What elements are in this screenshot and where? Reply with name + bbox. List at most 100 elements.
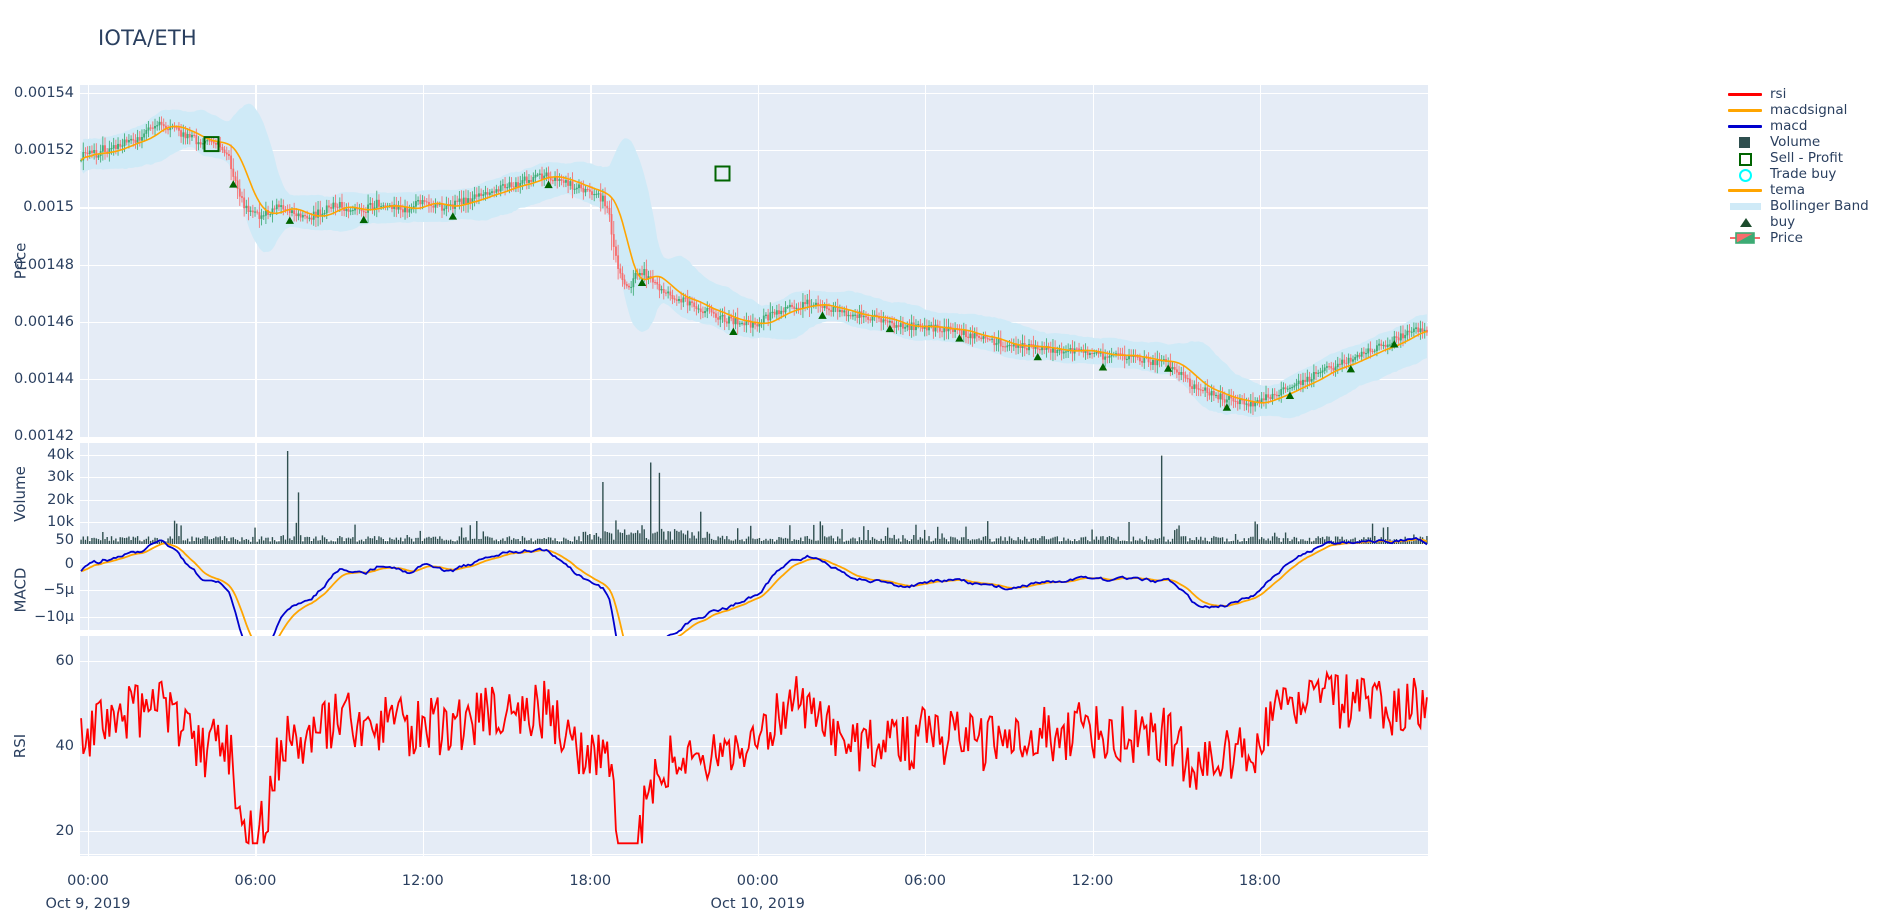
grid-line-horizontal <box>80 563 1428 565</box>
grid-line-vertical <box>1092 443 1094 544</box>
legend-item-tema[interactable]: tema <box>1727 182 1890 198</box>
y-tick-rsi: 20 <box>55 823 74 839</box>
macd-plot <box>80 537 1428 693</box>
grid-line-horizontal <box>80 746 1428 748</box>
sell-profit-markers[interactable] <box>203 136 731 182</box>
macdsignal-line <box>80 538 1428 675</box>
grid-line-vertical <box>590 443 592 544</box>
legend-item-buy[interactable]: buy <box>1727 214 1890 230</box>
axis-title-macd: MACD <box>10 567 29 613</box>
grid-line-vertical <box>757 85 759 437</box>
volume-bars <box>80 451 1428 544</box>
legend-key-square-outline-icon <box>1727 150 1763 166</box>
y-tick-volume: 50 <box>55 532 74 548</box>
macd-line <box>80 537 1428 693</box>
grid-line-vertical <box>88 85 90 437</box>
x-tick-label: 00:00 <box>67 873 109 889</box>
volume-plot <box>80 451 1428 544</box>
y-tick-price: 0.00154 <box>14 85 74 101</box>
legend-key-line-icon <box>1727 102 1763 118</box>
x-tick-label: 12:00 <box>1071 873 1114 889</box>
legend-item-label: macd <box>1770 118 1808 134</box>
chart-legend[interactable]: rsi macdsignal macd Volume Sell - Profit Trad… <box>1727 86 1890 246</box>
x-tick-label: 06:00 <box>234 873 277 889</box>
legend-key-candle-icon <box>1727 230 1763 246</box>
grid-line-vertical <box>255 443 257 544</box>
legend-item-label: rsi <box>1770 86 1787 102</box>
legend-item-label: macdsignal <box>1770 102 1848 118</box>
grid-line-vertical <box>1259 443 1262 544</box>
y-tick-volume: 30k <box>47 469 74 485</box>
x-tick-label: 12:00 <box>401 873 444 889</box>
axis-title-rsi: RSI <box>11 733 30 759</box>
y-tick-rsi: 40 <box>55 738 74 754</box>
legend-key-line-icon <box>1727 118 1763 134</box>
legend-item-sell-profit[interactable]: Sell - Profit <box>1727 150 1890 166</box>
y-tick-price: 0.00146 <box>14 313 74 330</box>
legend-item-label: Sell - Profit <box>1770 150 1844 166</box>
legend-key-line-icon <box>1727 86 1763 102</box>
bollinger-band <box>81 103 1427 419</box>
grid-line-vertical <box>422 443 425 544</box>
grid-line-horizontal <box>80 264 1428 266</box>
legend-item-macdsignal[interactable]: macdsignal <box>1727 102 1890 118</box>
grid-line-vertical <box>88 443 90 544</box>
legend-item-label: buy <box>1770 214 1796 230</box>
y-tick-macd: 0 <box>64 555 74 572</box>
legend-key-line-icon <box>1727 182 1763 198</box>
x-tick-label: 06:00 <box>904 873 946 889</box>
legend-item-label: tema <box>1770 182 1806 198</box>
buy-markers[interactable] <box>229 180 1399 411</box>
axis-title-price: Price <box>10 242 29 280</box>
grid-line-vertical <box>925 85 927 437</box>
legend-key-square-icon <box>1727 134 1763 150</box>
grid-line-vertical <box>1092 85 1094 437</box>
x-axis-date-label: Oct 9, 2019 <box>45 896 131 912</box>
x-tick-label: 00:00 <box>736 873 779 889</box>
legend-item-bollinger-band[interactable]: Bollinger Band <box>1727 198 1890 214</box>
legend-item-label: Volume <box>1770 134 1821 150</box>
y-tick-price: 0.00144 <box>14 371 74 387</box>
legend-item-volume[interactable]: Volume <box>1727 134 1890 150</box>
price-candles <box>80 116 1428 415</box>
legend-key-triangle-up-icon <box>1727 214 1763 230</box>
grid-line-horizontal <box>80 854 1428 856</box>
y-tick-macd: −10μ <box>34 608 74 625</box>
y-tick-volume: 10k <box>47 514 74 530</box>
price-plot <box>80 103 1428 419</box>
grid-line-horizontal <box>80 454 1428 456</box>
page-title: IOTA/ETH <box>98 26 197 50</box>
grid-line-vertical <box>422 85 425 437</box>
grid-line-horizontal <box>80 661 1428 663</box>
y-tick-rsi: 60 <box>55 653 74 669</box>
tema-line <box>80 125 1428 404</box>
x-tick-label: 18:00 <box>1239 873 1281 889</box>
rsi-plot <box>80 669 1428 845</box>
y-tick-volume: 20k <box>47 491 74 508</box>
legend-item-rsi[interactable]: rsi <box>1727 86 1890 102</box>
legend-key-circle-outline-icon <box>1727 166 1763 182</box>
grid-line-horizontal <box>80 590 1428 592</box>
axis-title-volume: Volume <box>10 465 29 522</box>
legend-item-label: Trade buy <box>1770 166 1837 182</box>
grid-line-horizontal <box>80 150 1428 152</box>
volume-panel <box>80 443 1428 544</box>
grid-line-horizontal <box>80 616 1428 618</box>
grid-line-horizontal <box>80 499 1428 501</box>
legend-key-band-icon <box>1727 198 1763 214</box>
grid-line-vertical <box>757 443 759 544</box>
grid-line-horizontal <box>80 831 1428 833</box>
y-tick-macd: −5μ <box>43 582 74 598</box>
grid-line-vertical <box>255 85 257 437</box>
legend-item-macd[interactable]: macd <box>1727 118 1890 134</box>
grid-line-vertical <box>925 443 927 544</box>
y-tick-price: 0.0015 <box>23 199 74 216</box>
grid-line-horizontal <box>80 93 1428 95</box>
y-tick-volume: 40k <box>47 446 74 463</box>
price-panel <box>80 85 1428 437</box>
rsi-line <box>80 669 1428 845</box>
legend-item-trade-buy[interactable]: Trade buy <box>1727 166 1890 182</box>
y-tick-price: 0.00148 <box>14 256 74 273</box>
legend-item-price[interactable]: Price <box>1727 230 1890 246</box>
